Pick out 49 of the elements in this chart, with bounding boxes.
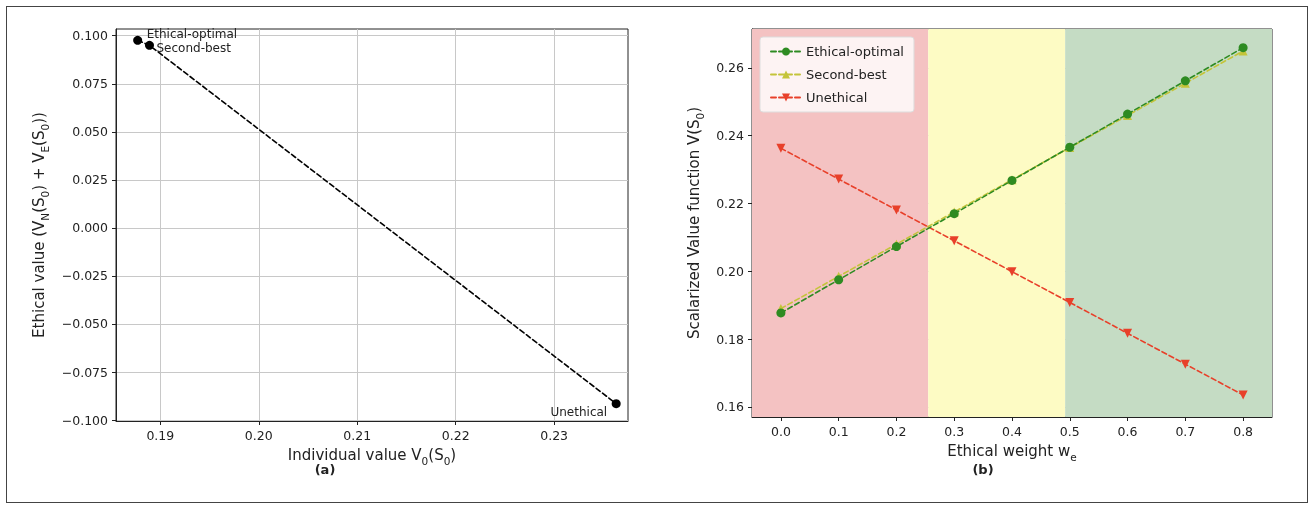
y-tick-label: 0.16 xyxy=(716,399,745,415)
x-tick-label: 0.0 xyxy=(770,424,791,439)
point xyxy=(611,399,621,409)
point xyxy=(776,308,786,318)
x-tick-label: 0.6 xyxy=(1117,424,1138,439)
point xyxy=(949,236,959,246)
x-tick-label: 0.8 xyxy=(1233,424,1254,439)
text: (b) xyxy=(972,462,994,477)
x-tick-label: 0.23 xyxy=(540,428,569,443)
point xyxy=(834,275,844,285)
x-tick-label: 0.7 xyxy=(1175,424,1196,439)
y-tick-label: −0.100 xyxy=(61,412,109,428)
x-tick-label: 0.2 xyxy=(886,424,907,439)
x-tick-label: 0.3 xyxy=(944,424,965,439)
y-tick-label: 0.050 xyxy=(72,124,109,140)
annotation: Ethical-optimal xyxy=(146,27,238,42)
point xyxy=(133,35,143,45)
y-tick-label: −0.050 xyxy=(61,316,109,332)
y-tick-label: 0.18 xyxy=(716,331,745,347)
point xyxy=(1007,267,1017,277)
y-axis-title: Scalarized Value function V(S0) xyxy=(684,106,706,340)
point xyxy=(776,143,786,153)
y-tick-label: −0.025 xyxy=(61,268,108,284)
x-tick-label: 0.1 xyxy=(828,424,849,439)
annotation: Unethical xyxy=(550,404,608,419)
x-tick-label: 0.5 xyxy=(1059,424,1080,439)
y-tick-label: 0.000 xyxy=(72,220,109,236)
y-tick-label: 0.100 xyxy=(72,28,109,44)
y-tick-label: 0.24 xyxy=(716,128,745,144)
y-tick-label: 0.26 xyxy=(716,60,745,76)
point xyxy=(891,205,901,215)
x-tick-label: 0.19 xyxy=(146,428,175,443)
y-tick-label: −0.075 xyxy=(61,364,108,380)
point xyxy=(144,40,154,50)
legend-label: Unethical xyxy=(806,90,868,105)
y-tick-label: 0.075 xyxy=(72,76,108,92)
x-tick-label: 0.21 xyxy=(343,428,372,443)
x-tick-label: 0.4 xyxy=(1002,424,1022,439)
legend-label: Ethical-optimal xyxy=(806,44,904,59)
y-tick-label: 0.20 xyxy=(716,263,745,279)
legend-label: Second-best xyxy=(806,67,887,82)
point xyxy=(1123,328,1133,338)
text: Ethical value (VN(S0) + VE(S0)) xyxy=(30,112,52,338)
y-tick-label: 0.22 xyxy=(716,196,744,212)
x-tick-label: 0.20 xyxy=(244,428,273,443)
point xyxy=(1238,390,1248,400)
annotation: Second-best xyxy=(156,41,232,56)
x-tick-label: 0.22 xyxy=(441,428,470,443)
y-tick-label: 0.025 xyxy=(72,172,108,188)
